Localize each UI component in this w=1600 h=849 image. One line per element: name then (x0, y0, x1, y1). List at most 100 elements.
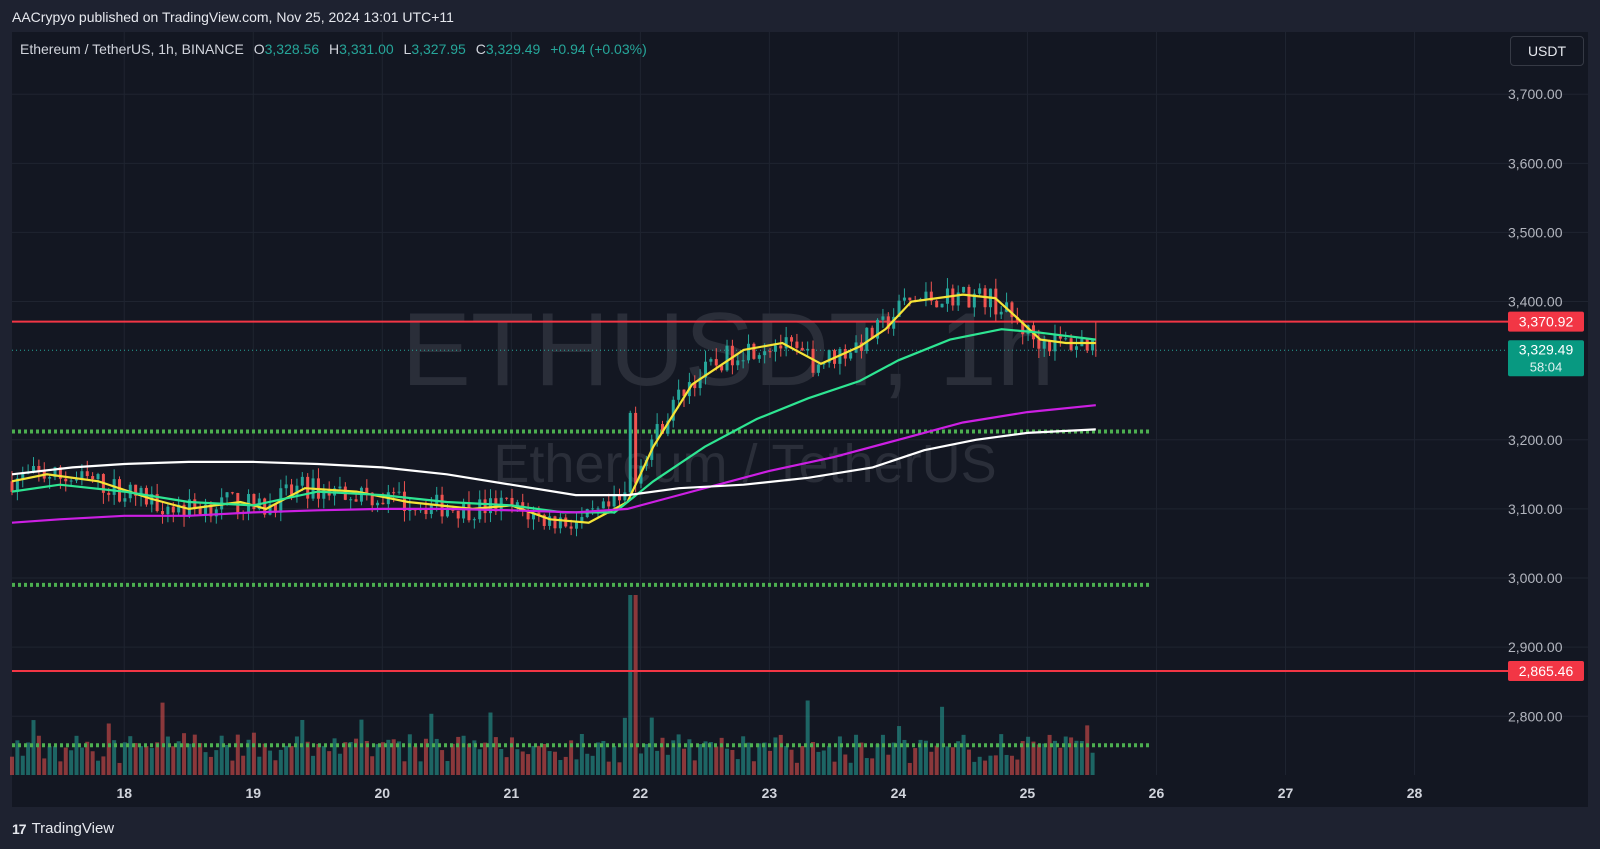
volume-bar (999, 734, 1004, 775)
volume-bar (509, 737, 514, 775)
volume-bar (639, 753, 644, 775)
volume-bar (483, 742, 488, 775)
y-tick-label: 3,100.00 (1508, 501, 1563, 517)
candle-body (209, 504, 213, 517)
volume-bar (660, 737, 665, 775)
candle-body (424, 508, 428, 515)
candle-body (661, 424, 665, 434)
currency-button[interactable]: USDT (1510, 36, 1584, 66)
candle-body (972, 293, 976, 308)
volume-bar (407, 734, 412, 775)
tradingview-logo[interactable]: 17 TradingView (12, 820, 114, 837)
ohlc-legend: Ethereum / TetherUS, 1h, BINANCE O3,328.… (20, 41, 647, 57)
x-tick-label: 28 (1407, 785, 1423, 801)
volume-bar (1052, 740, 1057, 775)
volume-bar (789, 749, 794, 775)
candle-body (929, 291, 933, 301)
candle-body (747, 343, 751, 361)
volume-bar (63, 747, 68, 775)
volume-bar (891, 742, 896, 775)
y-tick-label: 3,200.00 (1508, 432, 1563, 448)
volume-bar (805, 700, 810, 775)
candle-body (187, 499, 191, 516)
volume-bar (628, 595, 633, 775)
candle-body (811, 348, 815, 373)
volume-bar (725, 748, 730, 775)
candle-body (53, 467, 57, 478)
volume-bar (42, 758, 47, 775)
volume-bar (897, 726, 902, 775)
volume-bar (278, 749, 283, 775)
volume-bar (348, 742, 353, 775)
volume-bar (203, 752, 208, 775)
candle-body (752, 343, 756, 359)
volume-bar (246, 739, 251, 775)
volume-bar (36, 735, 41, 775)
candle-body (182, 504, 186, 516)
legend-high-label: H (329, 41, 340, 57)
volume-bar (1069, 737, 1074, 775)
volume-bar (601, 740, 606, 775)
x-tick-label: 21 (504, 785, 520, 801)
volume-bar (816, 751, 821, 775)
volume-bar (993, 755, 998, 775)
volume-bar (859, 742, 864, 775)
candle-body (204, 504, 208, 515)
last-price-label-bg (1508, 340, 1584, 377)
volume-bar (811, 742, 816, 775)
candle-body (1037, 339, 1041, 349)
candle-body (763, 351, 767, 356)
candle-body (225, 492, 229, 498)
candle-body (574, 522, 578, 529)
volume-bar (493, 737, 498, 775)
legend-high: 3,331.00 (339, 41, 394, 57)
candle-body (999, 311, 1003, 315)
volume-bar (499, 748, 504, 775)
candle-body (230, 492, 234, 494)
candle-body (526, 510, 530, 520)
volume-bar (26, 742, 31, 775)
volume-bar (585, 753, 590, 775)
volume-bar (913, 748, 918, 775)
bottom-bar (0, 807, 1600, 849)
price-label-bg (1508, 311, 1584, 332)
candle-body (290, 484, 294, 495)
volume-bar (1090, 752, 1095, 775)
volume-bar (305, 741, 310, 775)
candle-body (1010, 302, 1014, 318)
volume-bar (225, 744, 230, 775)
volume-bar (176, 741, 181, 775)
candle-body (1074, 346, 1078, 350)
volume-bar (606, 761, 611, 775)
legend-low: 3,327.95 (411, 41, 466, 57)
volume-bar (375, 744, 380, 775)
volume-bar (450, 743, 455, 775)
volume-bar (327, 751, 332, 775)
volume-bar (918, 739, 923, 775)
chart-area[interactable] (12, 32, 1588, 807)
volume-bar (1009, 755, 1014, 775)
candle-body (886, 316, 890, 329)
volume-bar (418, 761, 423, 775)
x-tick-label: 24 (891, 785, 907, 801)
candle-body (456, 510, 460, 519)
candle-body (1091, 339, 1095, 351)
volume-bar (762, 742, 767, 775)
candle-body (370, 492, 374, 506)
candle-body (322, 488, 326, 499)
candle-body (967, 286, 971, 308)
volume-bar (880, 734, 885, 775)
candle-body (268, 504, 272, 515)
candle-body (704, 361, 708, 378)
volume-bar (391, 739, 396, 775)
volume-bar (31, 720, 36, 775)
volume-bar (579, 733, 584, 775)
volume-bar (644, 743, 649, 775)
volume-bar (219, 735, 224, 775)
volume-bar (676, 734, 681, 775)
candle-body (827, 350, 831, 363)
legend-close: 3,329.49 (485, 41, 541, 57)
volume-bar (617, 762, 622, 775)
volume-bar (784, 745, 789, 775)
